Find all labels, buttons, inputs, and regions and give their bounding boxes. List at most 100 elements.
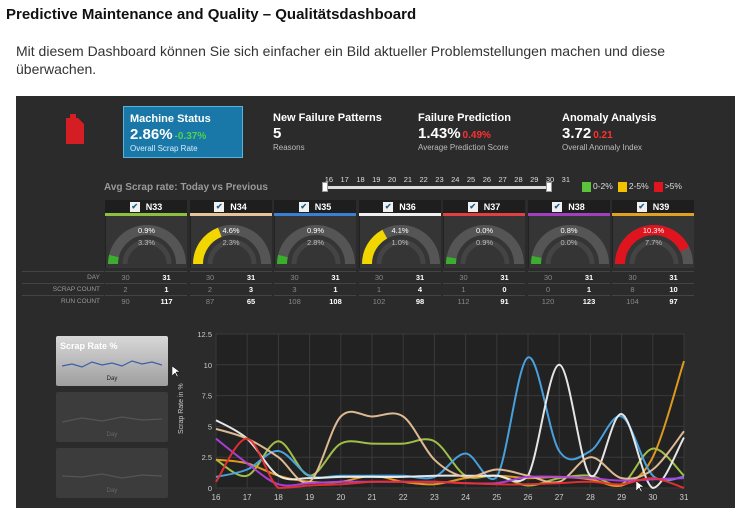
stat-label-day: DAY [22, 271, 104, 283]
machine-column-n35: ✔ N35 0.9% 2.8% [274, 200, 356, 268]
kpi-subtitle: Overall Anomaly Index [562, 143, 643, 152]
machine-header[interactable]: ✔ N35 [274, 200, 356, 216]
slider-day-label: 28 [514, 175, 523, 184]
machine-gauge: 4.1% 1.0% [358, 216, 441, 268]
machine-name: N36 [399, 201, 416, 212]
kpi-failure-prediction[interactable]: Failure Prediction 1.43% 0.49% Average Pr… [412, 106, 542, 158]
kpi-title: Machine Status [130, 113, 211, 125]
x-tick-label: 23 [430, 493, 439, 502]
kpi-title: New Failure Patterns [273, 112, 382, 124]
stat-today: 1 [586, 285, 592, 294]
stat-row-run: 120 123 [527, 295, 610, 307]
machine-checkbox-icon[interactable]: ✔ [298, 201, 309, 212]
machine-header[interactable]: ✔ N36 [358, 200, 441, 216]
day-slider-handle-end[interactable] [546, 182, 552, 192]
gauge-today-value: 10.3% [642, 226, 665, 235]
gauge-previous-value: 2.3% [222, 238, 240, 247]
stat-row-scrap: 8 10 [612, 283, 694, 295]
machine-checkbox-icon[interactable]: ✔ [383, 201, 394, 212]
machine-checkbox-icon[interactable]: ✔ [467, 201, 478, 212]
gauge-previous-value: 1.0% [391, 238, 409, 247]
machine-stats: 30 31 2 1 90 117 [105, 271, 187, 307]
series-line-6 [215, 437, 685, 490]
gauge-arc [277, 225, 355, 265]
gauge-today-value: 0.8% [560, 226, 578, 235]
thumb-scrap-rate[interactable]: Scrap Rate % Day [56, 336, 168, 386]
slider-day-label: 22 [419, 175, 428, 184]
slider-day-label: 19 [372, 175, 381, 184]
gauge-inner-track [545, 239, 594, 265]
machine-checkbox-icon[interactable]: ✔ [636, 201, 647, 212]
y-tick-label: 10 [204, 361, 212, 370]
day-slider-handle-start[interactable] [322, 182, 328, 192]
scrap-rate-chart: 16 17 18 19 20 21 22 23 24 25 26 27 28 29 30 31 0 2.5 5 7.5… [176, 324, 735, 508]
machine-name: N39 [652, 201, 670, 212]
kpi-value: 5 [273, 125, 282, 142]
stat-row-day: 30 31 [443, 271, 525, 283]
y-tick-label: 5 [208, 422, 212, 431]
machine-header[interactable]: ✔ N39 [612, 200, 694, 216]
chart-selector: Scrap Rate % Day Day Day [56, 336, 168, 504]
machine-column-n33: ✔ N33 0.9% 3.3% [105, 200, 187, 268]
machine-header[interactable]: ✔ N37 [443, 200, 525, 216]
machine-column-n38: ✔ N38 0.8% 0.0% [527, 200, 610, 268]
stat-row-day: 30 31 [105, 271, 187, 283]
stat-today: 97 [669, 297, 678, 306]
kpi-new-failure-patterns[interactable]: New Failure Patterns 5 Reasons [267, 106, 397, 158]
x-tick-label: 27 [555, 493, 564, 502]
stat-row-day: 30 31 [358, 271, 441, 283]
stat-previous: 2 [123, 285, 128, 294]
thumb-run-count[interactable]: Day [56, 448, 168, 498]
gauge-previous-value: 0.9% [475, 238, 494, 247]
machine-header[interactable]: ✔ N33 [105, 200, 187, 216]
stat-row-day: 30 31 [527, 271, 610, 283]
stat-previous: 30 [290, 273, 299, 282]
stat-row-run: 87 65 [189, 295, 272, 307]
stat-today: 4 [417, 285, 423, 294]
kpi-delta: -0.37% [174, 131, 207, 142]
stat-previous: 2 [207, 285, 213, 294]
thumb-sparkline [62, 416, 162, 423]
gauge-today-value: 0.9% [137, 226, 156, 235]
machine-gauge: 0.0% 0.9% [443, 216, 525, 268]
machine-header[interactable]: ✔ N38 [527, 200, 610, 216]
x-tick-label: 28 [586, 493, 595, 502]
slider-day-label: 25 [466, 175, 476, 184]
stat-previous: 30 [374, 273, 384, 282]
gauge-previous-value: 7.7% [644, 238, 663, 247]
day-slider-track[interactable] [325, 186, 550, 189]
gauge-inner-track [291, 239, 341, 265]
x-tick-label: 26 [524, 493, 533, 502]
stat-today: 65 [246, 297, 256, 306]
machine-checkbox-icon[interactable]: ✔ [552, 201, 563, 212]
stat-row-run: 90 117 [105, 295, 187, 307]
machine-checkbox-icon[interactable]: ✔ [129, 201, 140, 212]
stat-today: 108 [329, 297, 342, 306]
machine-stats: 30 31 1 0 112 91 [443, 271, 525, 307]
x-tick-label: 17 [243, 493, 252, 502]
machine-checkbox-icon[interactable]: ✔ [214, 201, 225, 212]
gauge-fill [615, 225, 690, 265]
kpi-title: Failure Prediction [418, 112, 511, 124]
stat-today: 10 [669, 285, 678, 294]
gauge-inner-track [629, 239, 679, 265]
stat-row-day: 30 31 [274, 271, 356, 283]
legend-label: 0-2% [593, 181, 613, 191]
kpi-anomaly-analysis[interactable]: Anomaly Analysis 3.72 0.21 Overall Anomal… [556, 106, 686, 158]
machine-header[interactable]: ✔ N34 [189, 200, 272, 216]
thumb-scrap-count[interactable]: Day [56, 392, 168, 442]
page-title: Predictive Maintenance and Quality – Qua… [6, 6, 417, 23]
thumb-axis-label: Day [106, 488, 118, 494]
kpi-subtitle: Average Prediction Score [418, 143, 509, 152]
x-tick-label: 29 [617, 493, 626, 502]
stat-previous: 108 [288, 297, 301, 306]
kpi-delta: 0.49% [462, 130, 491, 141]
scrap-legend: 0-2% 2-5% >5% [582, 181, 687, 192]
slider-day-label: 23 [435, 175, 444, 184]
kpi-machine-status[interactable]: Machine Status 2.86% -0.37% Overall Scrap… [123, 106, 243, 158]
avg-scrap-title: Avg Scrap rate: Today vs Previous [104, 182, 268, 193]
stat-previous: 30 [459, 273, 468, 282]
series-line-3 [215, 363, 685, 490]
